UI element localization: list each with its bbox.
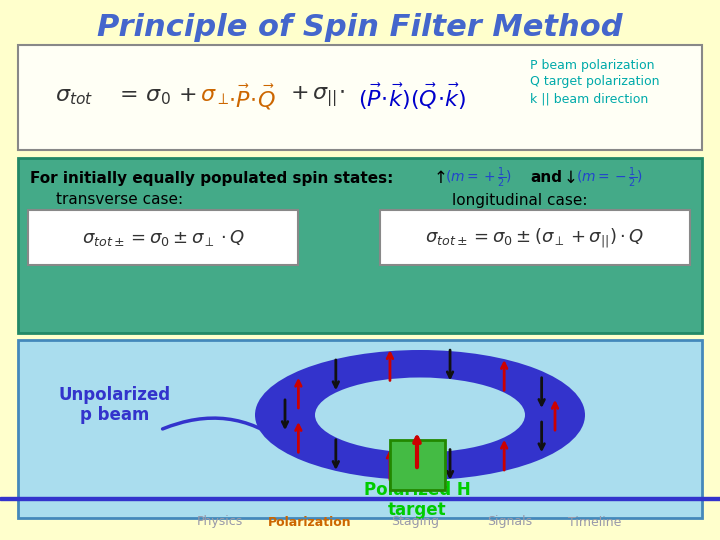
Text: transverse case:: transverse case: — [56, 192, 184, 207]
Text: and: and — [530, 171, 562, 186]
Text: Timeline: Timeline — [568, 516, 621, 529]
Text: $(m=-\frac{1}{2})$: $(m=-\frac{1}{2})$ — [576, 166, 643, 190]
Text: Polarized H
target: Polarized H target — [364, 481, 470, 519]
Bar — [0, 497, 720, 500]
Text: $= \, \sigma_0 \, +$: $= \, \sigma_0 \, +$ — [115, 87, 197, 107]
Text: k || beam direction: k || beam direction — [530, 92, 648, 105]
Text: Principle of Spin Filter Method: Principle of Spin Filter Method — [97, 14, 623, 43]
Text: $\downarrow$: $\downarrow$ — [560, 169, 576, 187]
Text: $\sigma_{tot\pm} = \sigma_0 \pm (\sigma_\perp + \sigma_{||})\cdot Q$: $\sigma_{tot\pm} = \sigma_0 \pm (\sigma_… — [426, 226, 644, 249]
Text: $\sigma_{tot}$: $\sigma_{tot}$ — [55, 87, 94, 107]
Text: longitudinal case:: longitudinal case: — [452, 192, 588, 207]
Text: Polarization: Polarization — [268, 516, 352, 529]
FancyBboxPatch shape — [18, 45, 702, 150]
FancyBboxPatch shape — [28, 210, 298, 265]
Text: $\cdot\vec{P}\!\cdot\!\vec{Q}$: $\cdot\vec{P}\!\cdot\!\vec{Q}$ — [228, 83, 276, 112]
Ellipse shape — [315, 377, 525, 453]
Text: Physics: Physics — [197, 516, 243, 529]
Ellipse shape — [255, 350, 585, 480]
FancyArrowPatch shape — [163, 418, 284, 444]
Text: Staging: Staging — [391, 516, 439, 529]
Text: $(\vec{P}\!\cdot\!\vec{k})(\vec{Q}\!\cdot\!\vec{k})$: $(\vec{P}\!\cdot\!\vec{k})(\vec{Q}\!\cdo… — [358, 82, 467, 112]
Text: $\sigma_\perp$: $\sigma_\perp$ — [200, 87, 229, 107]
Text: Q target polarization: Q target polarization — [530, 76, 660, 89]
Text: $+ \, \sigma_{||}\!\cdot\!$: $+ \, \sigma_{||}\!\cdot\!$ — [290, 85, 345, 109]
FancyBboxPatch shape — [18, 340, 702, 518]
Text: For initially equally populated spin states:: For initially equally populated spin sta… — [30, 171, 393, 186]
Text: $\sigma_{tot\pm} = \sigma_0 \pm \sigma_\perp \cdot Q$: $\sigma_{tot\pm} = \sigma_0 \pm \sigma_\… — [81, 228, 244, 248]
Text: Signals: Signals — [487, 516, 533, 529]
FancyBboxPatch shape — [380, 210, 690, 265]
Text: $(m=+\frac{1}{2})$: $(m=+\frac{1}{2})$ — [445, 166, 512, 190]
Text: P beam polarization: P beam polarization — [530, 58, 654, 71]
Text: Unpolarized
p beam: Unpolarized p beam — [59, 386, 171, 424]
FancyBboxPatch shape — [18, 158, 702, 333]
FancyBboxPatch shape — [390, 440, 445, 490]
Text: $\uparrow$: $\uparrow$ — [430, 169, 446, 187]
